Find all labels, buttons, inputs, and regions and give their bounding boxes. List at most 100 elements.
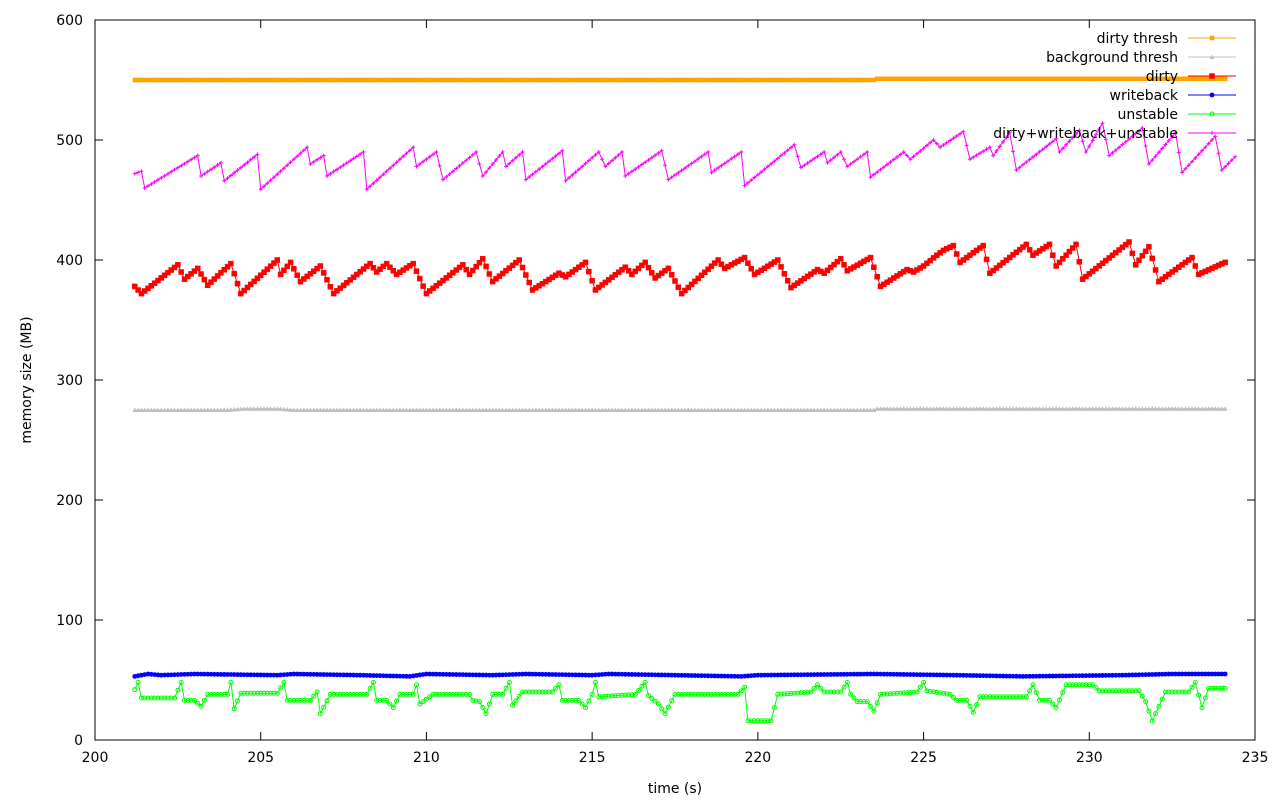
background-thresh-marker — [364, 407, 370, 412]
background-thresh-marker — [1219, 406, 1225, 411]
writeback-marker — [901, 672, 907, 677]
writeback-marker — [762, 672, 767, 678]
dirty-marker — [221, 267, 228, 273]
dirty-writeback-unstable-marker — [278, 169, 283, 174]
dirty-writeback-unstable-marker — [1127, 137, 1132, 142]
dirty-marker — [413, 268, 420, 274]
background-thresh-marker — [970, 406, 976, 411]
background-thresh-marker — [281, 406, 287, 412]
dirty-marker — [476, 259, 483, 266]
unstable-marker — [155, 695, 161, 701]
unstable-marker — [1123, 688, 1129, 694]
dirty-writeback-unstable-marker — [550, 156, 555, 161]
unstable-marker — [1176, 689, 1182, 695]
writeback-marker — [735, 673, 741, 679]
dirty-marker — [715, 257, 721, 263]
writeback-marker — [205, 671, 211, 677]
dirty-marker — [718, 261, 725, 267]
dirty-writeback-unstable-marker — [1067, 139, 1072, 144]
dirty-writeback-unstable-marker — [301, 148, 306, 153]
background-thresh-marker — [1196, 406, 1202, 411]
unstable-marker — [689, 691, 695, 697]
unstable-marker — [486, 701, 492, 707]
background-thresh-marker — [977, 406, 983, 411]
unstable-marker — [742, 684, 748, 690]
unstable-marker — [1096, 688, 1102, 694]
background-thresh-marker — [513, 407, 519, 412]
background-thresh-marker — [1020, 406, 1026, 411]
dirty-writeback-unstable-marker — [281, 166, 286, 171]
background-thresh-marker — [1003, 406, 1009, 411]
background-thresh-marker — [404, 407, 410, 412]
background-thresh-marker — [261, 406, 267, 411]
background-thresh-marker — [665, 407, 671, 412]
unstable-marker — [1182, 689, 1188, 695]
dirty-writeback-unstable-marker — [245, 160, 250, 165]
dirty-writeback-unstable-marker — [719, 163, 724, 168]
writeback-marker — [974, 673, 979, 678]
dirty-writeback-unstable-marker — [905, 153, 909, 158]
dirty-marker — [320, 270, 327, 276]
dirty-marker — [1132, 262, 1139, 268]
unstable-marker — [1192, 679, 1198, 685]
background-thresh-marker — [297, 407, 303, 412]
dirty-writeback-unstable-marker — [586, 158, 591, 163]
unstable-marker — [788, 690, 794, 696]
dirty-writeback-unstable-marker — [185, 159, 190, 164]
unstable-marker — [238, 690, 244, 696]
dirty-marker — [523, 272, 529, 278]
dirty-writeback-unstable-marker — [1223, 164, 1228, 169]
dirty-writeback-unstable-marker — [470, 152, 475, 157]
background-thresh-marker — [844, 407, 850, 412]
dirty-writeback-unstable-marker — [669, 175, 674, 180]
dirty-writeback-unstable-marker — [633, 167, 638, 172]
unstable-marker — [924, 688, 930, 694]
writeback-marker — [709, 673, 714, 679]
unstable-marker — [970, 709, 976, 715]
dirty-writeback-unstable-marker — [689, 161, 694, 166]
background-thresh-marker — [367, 407, 373, 412]
unstable-marker — [775, 691, 781, 697]
unstable-marker — [937, 690, 943, 696]
writeback-marker — [487, 672, 492, 678]
unstable-marker — [1023, 694, 1029, 700]
writeback-marker — [785, 672, 791, 678]
writeback-marker — [351, 672, 356, 678]
writeback-marker — [894, 671, 900, 677]
background-thresh-marker — [172, 407, 178, 412]
writeback-marker — [954, 672, 960, 678]
writeback-marker — [334, 672, 340, 678]
unstable-marker — [384, 697, 390, 703]
dirty-marker — [327, 283, 334, 290]
unstable-marker — [215, 691, 221, 697]
background-thresh-marker — [135, 407, 141, 412]
dirty-writeback-unstable-marker — [358, 152, 363, 157]
unstable-marker — [268, 690, 274, 696]
background-thresh-marker — [1216, 406, 1222, 411]
unstable-marker — [1047, 697, 1053, 703]
dirty-thresh-marker — [1222, 76, 1228, 82]
unstable-marker — [1116, 688, 1122, 694]
dirty-writeback-unstable-marker — [679, 168, 684, 173]
writeback-marker — [934, 672, 940, 678]
dirty-writeback-unstable-marker — [338, 165, 343, 170]
unstable-marker — [579, 701, 585, 707]
background-thresh-marker — [940, 406, 946, 411]
unstable-marker — [669, 698, 675, 704]
dirty-writeback-unstable-marker — [898, 152, 903, 157]
dirty-marker — [281, 267, 287, 274]
dirty-writeback-unstable-marker — [825, 160, 830, 165]
dirty-writeback-unstable-marker — [368, 184, 373, 189]
dirty-writeback-unstable-marker — [484, 170, 489, 174]
writeback-marker — [347, 672, 353, 678]
dirty-marker — [287, 259, 294, 266]
background-thresh-marker — [1146, 406, 1152, 411]
unstable-marker — [244, 690, 250, 696]
x-tick-label: 210 — [413, 750, 440, 766]
background-thresh-marker — [954, 406, 960, 411]
dirty-writeback-unstable-marker — [729, 156, 734, 161]
dirty-writeback-unstable-marker — [1087, 144, 1092, 149]
unstable-marker — [331, 691, 337, 697]
unstable-marker — [732, 691, 738, 697]
background-thresh-marker — [1100, 406, 1106, 411]
